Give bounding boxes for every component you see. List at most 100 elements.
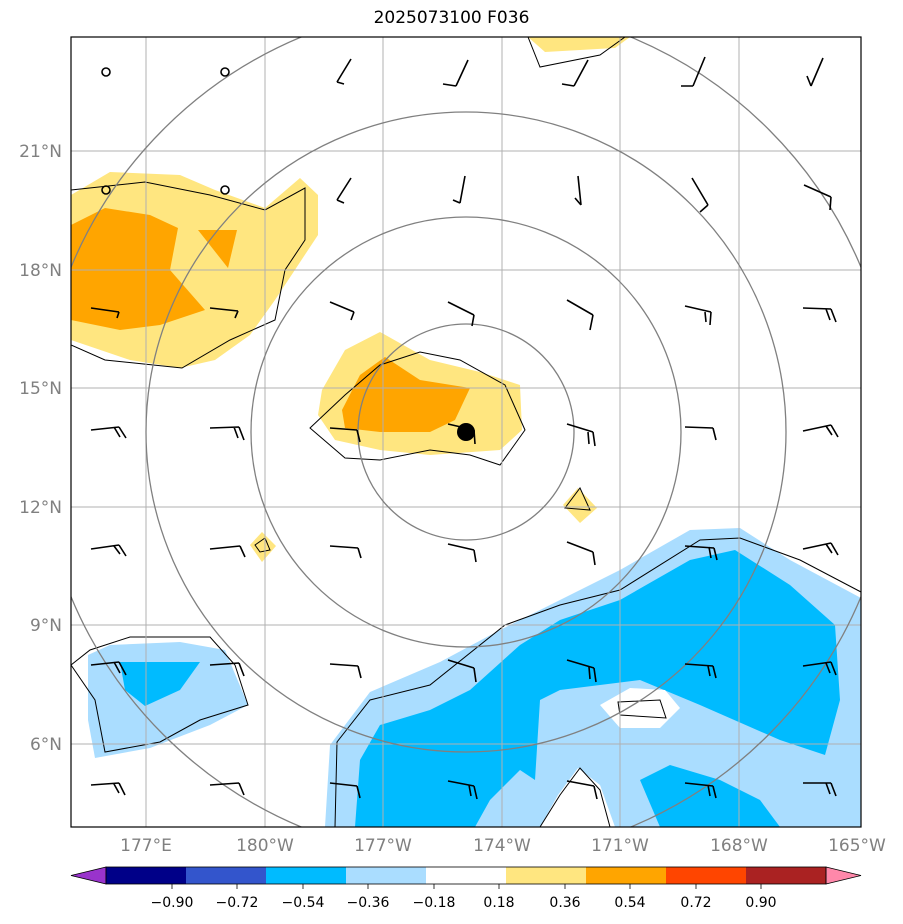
wind-barb xyxy=(566,541,596,566)
wind-barb xyxy=(566,659,597,683)
wind-barb xyxy=(447,543,477,563)
contour-line-gap-south xyxy=(539,767,611,827)
positive-anomaly-region-north xyxy=(528,37,630,52)
contour-line-north xyxy=(527,37,626,68)
wind-barb xyxy=(209,545,246,558)
lon-tick-label: 174°W xyxy=(473,836,531,856)
contour-line-center xyxy=(309,351,526,466)
wind-barb xyxy=(90,426,127,439)
colorbar-frame xyxy=(105,866,827,885)
wind-barb xyxy=(566,423,596,447)
wind-barb xyxy=(684,663,717,679)
colorbar-segment xyxy=(426,867,507,884)
contour-line-nw xyxy=(71,181,306,369)
wind-barb xyxy=(90,782,126,796)
lat-tick-label: 21°N xyxy=(19,142,62,162)
colorbar-segment xyxy=(746,867,827,884)
colorbar-extend-high xyxy=(825,866,862,885)
lat-tick-label: 18°N xyxy=(19,261,62,281)
contour-line-spot-west xyxy=(254,537,271,553)
wind-barb xyxy=(209,426,245,441)
wind-barb xyxy=(90,307,120,319)
colorbar-segment xyxy=(506,867,587,884)
calm-wind-marker xyxy=(220,67,230,77)
negative-anomaly-core-se xyxy=(355,550,840,827)
lon-tick-label: 180°W xyxy=(236,836,294,856)
calm-wind-marker xyxy=(101,185,111,195)
wind-barb xyxy=(691,177,709,213)
wind-barb xyxy=(561,59,589,87)
lon-tick-label: 177°E xyxy=(120,836,172,856)
colorbar-label: −0.72 xyxy=(216,895,259,911)
contour-line-se xyxy=(334,537,861,827)
map-frame xyxy=(70,36,862,828)
colorbar-label: −0.18 xyxy=(413,895,456,911)
wind-barb xyxy=(329,663,362,679)
colorbar-extend-low xyxy=(70,866,107,885)
wind-barb xyxy=(447,301,475,327)
wind-barb xyxy=(684,545,718,561)
negative-anomaly-core-sw xyxy=(120,662,200,706)
wind-barb xyxy=(802,424,839,438)
colorbar-label: 0.90 xyxy=(745,895,776,911)
lat-tick-labels: 21°N 18°N 15°N 12°N 9°N 6°N xyxy=(19,142,62,755)
positive-anomaly-core-nw xyxy=(71,208,205,330)
contour-line-layer xyxy=(71,37,861,827)
positive-anomaly-spot-east xyxy=(563,488,597,523)
wind-barb xyxy=(803,782,837,797)
colorbar-segment xyxy=(266,867,347,884)
lat-tick-label: 15°N xyxy=(19,379,62,399)
colorbar-label: 0.54 xyxy=(614,895,645,911)
wind-barb xyxy=(447,659,477,683)
wind-barb xyxy=(802,542,839,556)
lon-tick-label: 171°W xyxy=(591,836,649,856)
wind-barb xyxy=(209,662,245,677)
storm-center-marker xyxy=(457,423,475,441)
contour-line-gap-se xyxy=(617,699,667,719)
wind-barb xyxy=(566,299,594,331)
wind-barb xyxy=(329,301,355,321)
range-ring-2 xyxy=(250,216,682,648)
map-title: 2025073100 F036 xyxy=(373,8,530,28)
wind-barb xyxy=(684,305,712,326)
colorbar-segment xyxy=(106,867,187,884)
lat-tick-label: 12°N xyxy=(19,498,62,518)
lat-tick-label: 9°N xyxy=(30,616,62,636)
wind-barb xyxy=(209,782,245,796)
calm-wind-marker xyxy=(101,67,111,77)
wind-barb xyxy=(681,56,706,87)
wind-barb-layer xyxy=(90,56,839,800)
lon-tick-label: 177°W xyxy=(354,836,412,856)
positive-anomaly-core-nw-small xyxy=(198,230,237,268)
wind-barb xyxy=(684,782,717,799)
colorbar-label: −0.36 xyxy=(347,895,390,911)
colorbar: −0.90 −0.72 −0.54 −0.36 −0.18 0.18 0.36 … xyxy=(70,866,862,911)
calm-wind-marker xyxy=(220,185,230,195)
colorbar-segments xyxy=(70,866,862,885)
colorbar-segment xyxy=(586,867,667,884)
wind-barb xyxy=(574,175,582,206)
colorbar-ticks xyxy=(171,884,762,889)
colorbar-label: −0.90 xyxy=(151,895,194,911)
wind-barb xyxy=(329,545,362,559)
contour-line-sw xyxy=(71,636,249,753)
wind-barb xyxy=(336,177,352,204)
wind-barb xyxy=(329,427,361,443)
colorbar-labels: −0.90 −0.72 −0.54 −0.36 −0.18 0.18 0.36 … xyxy=(151,895,777,911)
lon-tick-label: 168°W xyxy=(710,836,768,856)
colorbar-segment xyxy=(666,867,747,884)
positive-anomaly-spot-west xyxy=(250,532,276,562)
wind-barb xyxy=(452,175,466,204)
negative-anomaly-region-sw xyxy=(88,642,248,758)
gridline-layer xyxy=(71,37,861,827)
wind-barb xyxy=(90,661,127,676)
colorbar-label: −0.54 xyxy=(282,895,325,911)
colorbar-label: 0.36 xyxy=(549,895,580,911)
range-ring-3 xyxy=(145,111,787,753)
wind-barb xyxy=(447,780,478,800)
lon-tick-label: 165°W xyxy=(828,836,886,856)
wind-barb xyxy=(806,57,824,87)
contour-line-spot-east xyxy=(564,487,591,511)
